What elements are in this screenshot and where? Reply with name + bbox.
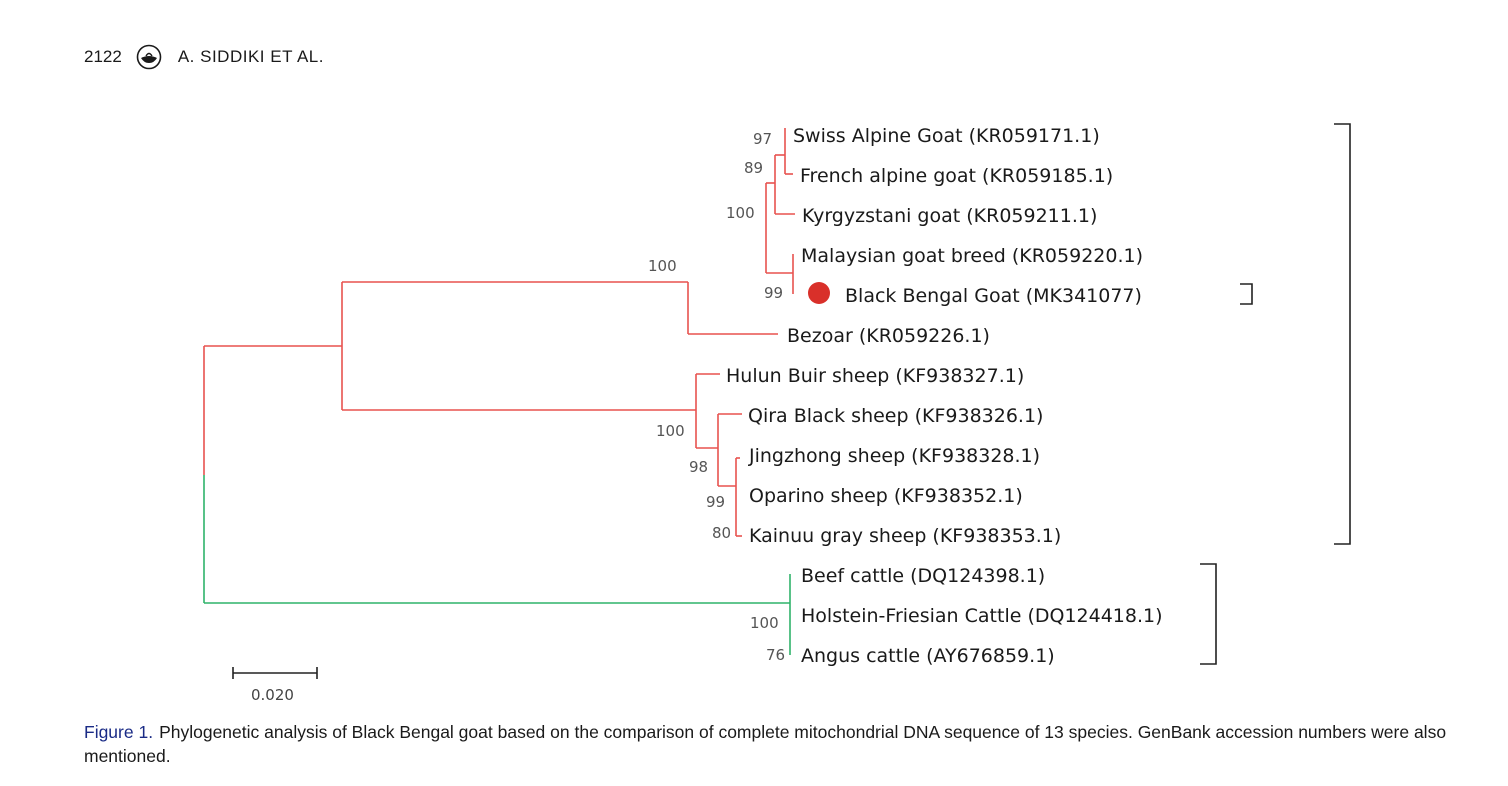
- caption-text: Phylogenetic analysis of Black Bengal go…: [84, 722, 1447, 766]
- support-angus-node: 76: [766, 646, 785, 664]
- taxon-label: Kainuu gray sheep (KF938353.1): [749, 525, 1061, 547]
- bootstrap-values: 97 89 100 100 99 100 98 99 80 100 76: [648, 130, 785, 664]
- black-bengal-marker-icon: [808, 282, 830, 304]
- taxon-label: Swiss Alpine Goat (KR059171.1): [793, 125, 1100, 147]
- taxon-label: Kyrgyzstani goat (KR059211.1): [802, 205, 1097, 227]
- taxon-label: Angus cattle (AY676859.1): [801, 645, 1055, 667]
- support-sheep-root: 100: [656, 422, 685, 440]
- branches-cattle: [203, 475, 791, 655]
- support-black-bengal: 99: [764, 284, 783, 302]
- taxon-label: Qira Black sheep (KF938326.1): [748, 405, 1043, 427]
- support-french-node: 89: [744, 159, 763, 177]
- support-caprini: 100: [648, 257, 677, 275]
- support-swiss-node: 97: [753, 130, 772, 148]
- branches-caprinae: [203, 128, 795, 537]
- support-oparino-node: 99: [706, 493, 725, 511]
- phylogenetic-tree: Swiss Alpine Goat (KR059171.1) French alp…: [203, 123, 1351, 704]
- support-goat-cluster: 100: [726, 204, 755, 222]
- taxon-label: Beef cattle (DQ124398.1): [801, 565, 1045, 587]
- running-header: 2122 A. SIDDIKI ET AL.: [84, 44, 324, 70]
- bracket-caprinae: [1334, 123, 1351, 545]
- running-author: A. SIDDIKI ET AL.: [177, 47, 324, 66]
- taxon-label: Holstein-Friesian Cattle (DQ124418.1): [801, 605, 1163, 627]
- taxon-label: Hulun Buir sheep (KF938327.1): [726, 365, 1024, 387]
- taxon-labels: Swiss Alpine Goat (KR059171.1) French alp…: [726, 125, 1163, 667]
- taxon-label: French alpine goat (KR059185.1): [800, 165, 1113, 187]
- taxon-label: Oparino sheep (KF938352.1): [749, 485, 1023, 507]
- figure-label: Figure 1.: [84, 722, 154, 742]
- taxon-label: Black Bengal Goat (MK341077): [845, 285, 1142, 307]
- figure-caption: Figure 1. Phylogenetic analysis of Black …: [84, 720, 1476, 768]
- bracket-black-bengal: [1240, 283, 1253, 305]
- support-kainuu-node: 80: [712, 524, 731, 542]
- page-number: 2122: [84, 47, 122, 66]
- taxon-label: Malaysian goat breed (KR059220.1): [801, 245, 1143, 267]
- bracket-cattle: [1200, 563, 1217, 665]
- taxon-label: Jingzhong sheep (KF938328.1): [748, 445, 1040, 467]
- taxon-label: Bezoar (KR059226.1): [787, 325, 990, 347]
- support-sheep-inner: 98: [689, 458, 708, 476]
- scale-bar-label: 0.020: [251, 686, 294, 704]
- support-cattle-root: 100: [750, 614, 779, 632]
- clade-brackets: [1200, 123, 1351, 665]
- scale-bar: 0.020: [232, 667, 318, 704]
- journal-logo-icon: [136, 44, 162, 70]
